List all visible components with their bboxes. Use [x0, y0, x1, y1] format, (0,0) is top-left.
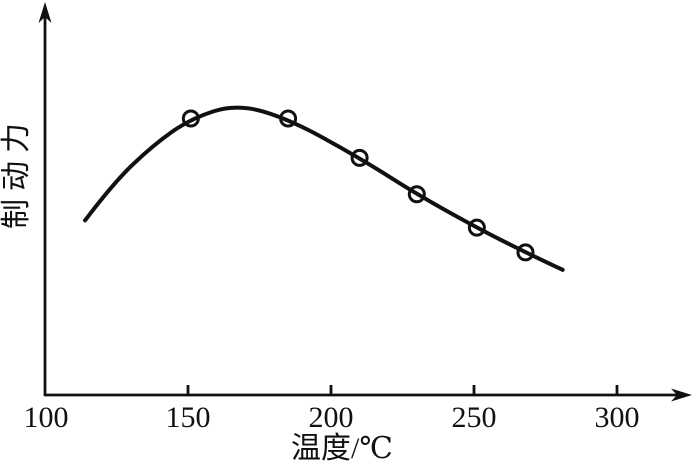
data-point-marker [407, 185, 426, 204]
x-tick-label: 150 [166, 401, 211, 434]
data-point-marker [467, 218, 486, 237]
data-point-marker [350, 148, 369, 167]
data-point-marker [181, 109, 200, 128]
x-axis-arrow-icon [671, 388, 692, 402]
x-tick-label: 200 [309, 401, 354, 434]
data-series [83, 105, 565, 272]
x-axis-ticks: 150 200 250 300 100 [24, 385, 640, 434]
y-axis-arrow-icon [38, 2, 52, 23]
data-point-marker [279, 109, 298, 128]
y-axis-title: 制动力 [0, 115, 33, 229]
x-origin-label: 100 [24, 401, 69, 434]
x-tick-label: 300 [595, 401, 640, 434]
x-tick-label: 250 [452, 401, 497, 434]
data-point-marker [516, 243, 535, 262]
force-temperature-curve [83, 105, 565, 272]
x-axis-title: 温度/℃ [291, 432, 393, 465]
